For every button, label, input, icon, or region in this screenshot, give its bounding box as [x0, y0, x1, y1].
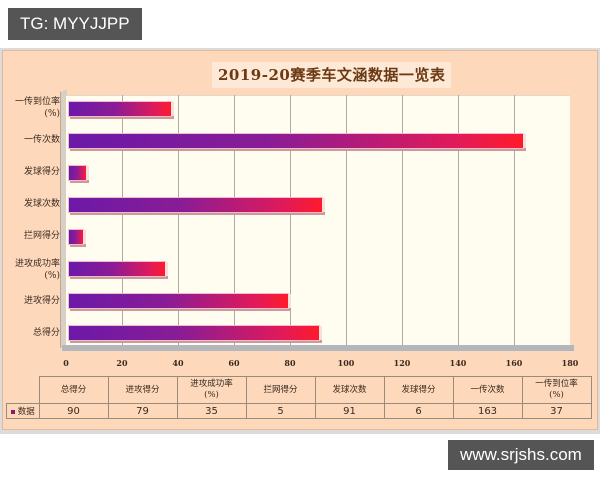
table-cell: 91	[314, 403, 385, 419]
plot-floor	[62, 345, 574, 351]
bar-pass-count	[68, 133, 526, 149]
x-tick: 60	[228, 358, 240, 368]
x-tick: 180	[561, 358, 579, 368]
y-label-serve-count: 发球次数	[23, 199, 60, 209]
bar-serve-count	[68, 197, 325, 213]
table-header-cell: 发球得分	[383, 376, 454, 404]
x-tick: 80	[284, 358, 296, 368]
x-tick: 40	[172, 358, 184, 368]
gridline-20	[122, 95, 123, 345]
table-cell: 79	[107, 403, 178, 419]
gridline-40	[178, 95, 179, 345]
data-table-header: 总得分 进攻得分 进攻成功率 (%) 拦网得分 发球次数 发球得分 一传次数 一传…	[6, 376, 592, 404]
table-cell: 90	[38, 403, 109, 419]
table-corner	[6, 376, 40, 404]
table-header-cell: 一传次数	[452, 376, 523, 404]
table-header-cell: 进攻得分	[107, 376, 178, 404]
gridline-140	[458, 95, 459, 345]
bar-total-points	[68, 325, 322, 341]
x-tick: 20	[116, 358, 128, 368]
y-label-total-points: 总得分	[32, 328, 60, 338]
y-label-attack-points: 进攻得分	[23, 296, 60, 306]
bar-serve-points	[68, 165, 89, 181]
bar-attack-rate	[68, 261, 168, 277]
gridline-60	[234, 95, 235, 345]
table-header-cell: 一传到位率 (%)	[521, 376, 592, 404]
x-tick: 120	[393, 358, 411, 368]
table-header-cell: 拦网得分	[245, 376, 316, 404]
y-label-pass-accuracy: 一传到位率 (%)	[14, 97, 60, 119]
gridline-80	[290, 95, 291, 345]
bar-pass-accuracy	[68, 101, 174, 117]
x-tick: 140	[449, 358, 467, 368]
table-header-cell: 进攻成功率 (%)	[176, 376, 247, 404]
x-tick: 160	[505, 358, 523, 368]
table-cell: 37	[521, 403, 592, 419]
y-label-attack-rate: 进攻成功率 (%)	[14, 259, 60, 281]
table-cell: 163	[452, 403, 523, 419]
table-header-cell: 总得分	[38, 376, 109, 404]
y-label-serve-points: 发球得分	[23, 167, 60, 177]
y-label-block-points: 拦网得分	[23, 231, 60, 241]
series-legend: 数据	[6, 403, 40, 419]
x-tick: 100	[337, 358, 355, 368]
watermark-top: TG: MYYJJPP	[8, 8, 142, 40]
chart-title: 2019-20赛季车文涵数据一览表	[212, 62, 452, 88]
bar-block-points	[68, 229, 86, 245]
gridline-100	[346, 95, 347, 345]
gridline-120	[402, 95, 403, 345]
table-row: 数据 90 79 35 5 91 6 163 37	[6, 403, 592, 419]
watermark-bottom: www.srjshs.com	[448, 440, 594, 470]
y-label-pass-count: 一传次数	[23, 135, 60, 145]
legend-key-icon	[10, 409, 15, 414]
gridline-160	[514, 95, 515, 345]
bar-attack-points	[68, 293, 291, 309]
table-cell: 5	[245, 403, 316, 419]
data-table: 总得分 进攻得分 进攻成功率 (%) 拦网得分 发球次数 发球得分 一传次数 一传…	[6, 376, 592, 419]
table-header-cell: 发球次数	[314, 376, 385, 404]
table-cell: 35	[176, 403, 247, 419]
x-tick: 0	[63, 358, 69, 368]
table-cell: 6	[383, 403, 454, 419]
